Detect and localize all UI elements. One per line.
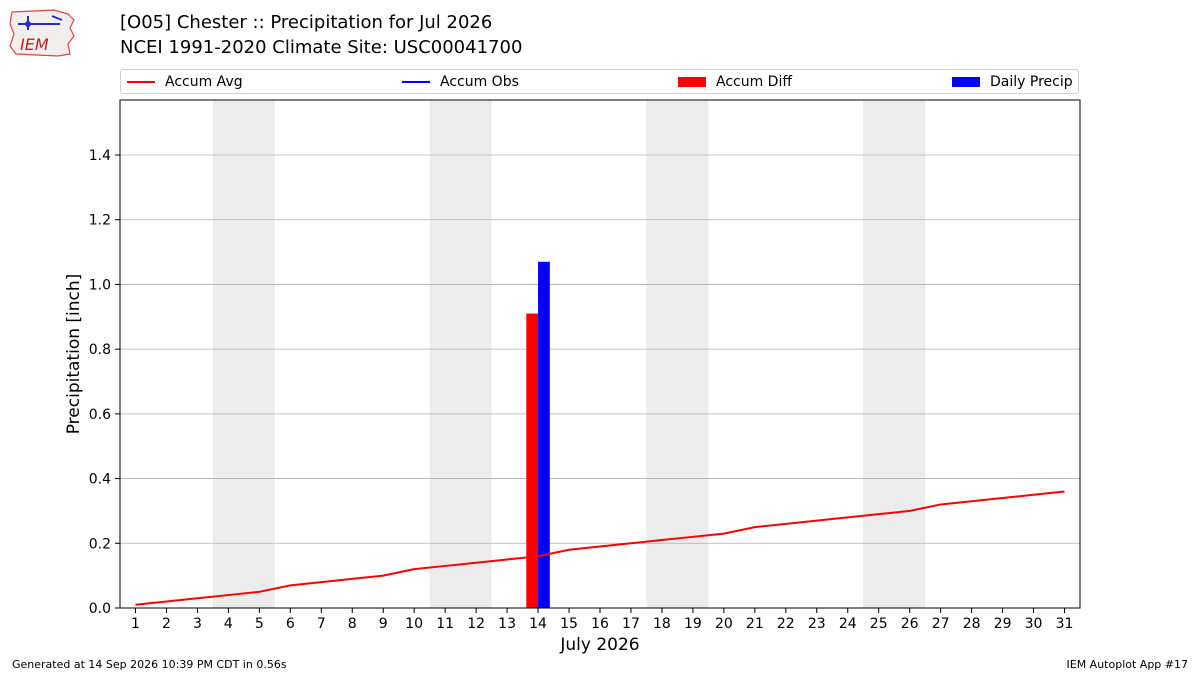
bar-accum-diff: [526, 313, 539, 608]
x-tick-label: 1: [131, 616, 140, 632]
x-tick-label: 24: [839, 616, 857, 632]
x-tick-label: 11: [436, 616, 454, 632]
iem-logo: IEM: [9, 9, 75, 57]
legend-swatch-accum-obs: [402, 80, 430, 83]
generated-timestamp: Generated at 14 Sep 2026 10:39 PM CDT in…: [12, 658, 287, 671]
x-tick-label: 26: [901, 616, 919, 632]
x-tick-label: 14: [529, 616, 547, 632]
x-tick-label: 19: [684, 616, 702, 632]
app-label: IEM Autoplot App #17: [1066, 658, 1189, 671]
legend-item-accum-avg: Accum Avg: [127, 70, 243, 93]
x-tick-label: 28: [963, 616, 981, 632]
x-tick-label: 23: [808, 616, 826, 632]
x-tick-label: 10: [405, 616, 423, 632]
y-axis-label: Precipitation [inch]: [64, 274, 84, 435]
legend-label-accum-avg: Accum Avg: [165, 73, 243, 90]
x-tick-label: 31: [1056, 616, 1074, 632]
x-tick-label: 29: [994, 616, 1012, 632]
legend-item-accum-obs: Accum Obs: [402, 70, 519, 93]
y-tick-label: 1.0: [89, 277, 111, 293]
line-accum-avg: [135, 490, 1065, 606]
legend-label-accum-diff: Accum Diff: [716, 73, 793, 90]
x-tick-label: 4: [224, 616, 233, 632]
x-tick-label: 22: [777, 616, 795, 632]
x-axis-label: July 2026: [559, 635, 639, 655]
x-tick-label: 27: [932, 616, 950, 632]
weekend-band-0: [212, 100, 275, 608]
legend-swatch-daily-precip: [952, 76, 980, 87]
x-tick-label: 13: [498, 616, 516, 632]
y-tick-label: 0.0: [89, 601, 111, 617]
weekend-band-2: [646, 100, 709, 608]
weekend-band-3: [863, 100, 926, 608]
y-tick-label: 0.4: [89, 472, 111, 488]
x-tick-label: 20: [715, 616, 733, 632]
x-tick-label: 16: [591, 616, 609, 632]
legend-label-daily-precip: Daily Precip: [990, 73, 1073, 90]
x-tick-label: 6: [286, 616, 295, 632]
x-tick-label: 8: [348, 616, 357, 632]
y-tick-label: 1.2: [89, 213, 111, 229]
chart-legend: Accum Avg Accum Obs Accum Diff Daily Pre…: [120, 69, 1079, 94]
weekend-band-1: [429, 100, 492, 608]
x-tick-label: 3: [193, 616, 202, 632]
x-tick-label: 25: [870, 616, 888, 632]
y-tick-label: 0.6: [89, 407, 111, 423]
x-tick-label: 18: [653, 616, 671, 632]
y-tick-label: 0.8: [89, 342, 111, 358]
x-tick-label: 12: [467, 616, 485, 632]
legend-item-accum-diff: Accum Diff: [678, 70, 792, 93]
y-tick-label: 0.2: [89, 536, 111, 552]
x-tick-label: 9: [379, 616, 388, 632]
x-tick-label: 2: [162, 616, 171, 632]
x-tick-label: 15: [560, 616, 578, 632]
x-tick-label: 17: [622, 616, 640, 632]
x-tick-label: 21: [746, 616, 764, 632]
chart-subtitle: NCEI 1991-2020 Climate Site: USC00041700: [120, 37, 523, 58]
bar-daily-precip: [538, 261, 550, 608]
chart-title: [O05] Chester :: Precipitation for Jul 2…: [120, 12, 493, 33]
y-tick-label: 1.4: [89, 148, 111, 164]
legend-label-accum-obs: Accum Obs: [440, 73, 519, 90]
x-tick-label: 5: [255, 616, 264, 632]
legend-swatch-accum-avg: [127, 80, 155, 83]
x-tick-label: 30: [1025, 616, 1043, 632]
legend-item-daily-precip: Daily Precip: [952, 70, 1073, 93]
x-tick-label: 7: [317, 616, 326, 632]
legend-swatch-accum-diff: [678, 76, 706, 87]
plot-frame: [119, 99, 1081, 609]
logo-text: IEM: [20, 35, 49, 54]
